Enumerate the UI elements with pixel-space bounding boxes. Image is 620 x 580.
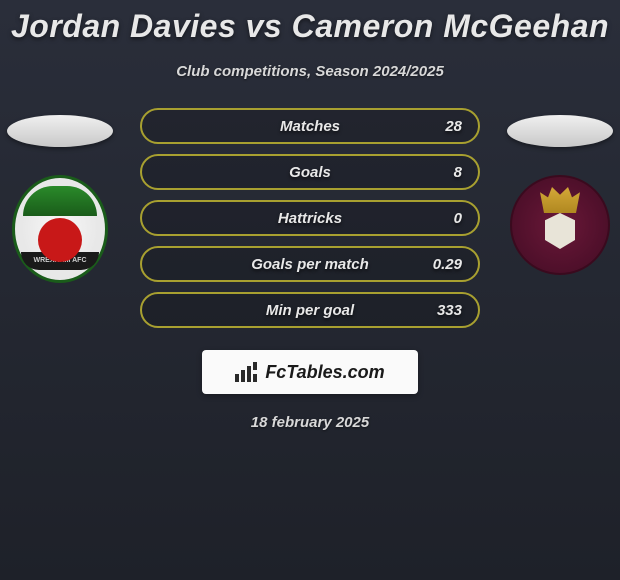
stat-value: 333	[437, 302, 462, 319]
stat-row-min-per-goal: Min per goal 333	[140, 292, 480, 328]
brand-badge[interactable]: FcTables.com	[202, 350, 418, 394]
brand-text: FcTables.com	[265, 362, 384, 383]
page-title: Jordan Davies vs Cameron McGeehan	[0, 8, 620, 45]
stat-label: Goals	[289, 164, 331, 181]
date-text: 18 february 2025	[0, 414, 620, 431]
stat-row-goals: Goals 8	[140, 154, 480, 190]
stat-value: 0.29	[433, 256, 462, 273]
subtitle: Club competitions, Season 2024/2025	[0, 63, 620, 80]
stat-row-goals-per-match: Goals per match 0.29	[140, 246, 480, 282]
stat-value: 0	[454, 210, 462, 227]
stat-label: Hattricks	[278, 210, 342, 227]
stat-label: Matches	[280, 118, 340, 135]
stat-value: 8	[454, 164, 462, 181]
stat-row-matches: Matches 28	[140, 108, 480, 144]
stat-value: 28	[445, 118, 462, 135]
comparison-card: Jordan Davies vs Cameron McGeehan Club c…	[0, 0, 620, 431]
stat-row-hattricks: Hattricks 0	[140, 200, 480, 236]
bar-chart-icon	[235, 362, 259, 382]
stats-list: Matches 28 Goals 8 Hattricks 0 Goals per…	[0, 108, 620, 328]
stat-label: Min per goal	[266, 302, 354, 319]
stat-label: Goals per match	[251, 256, 369, 273]
